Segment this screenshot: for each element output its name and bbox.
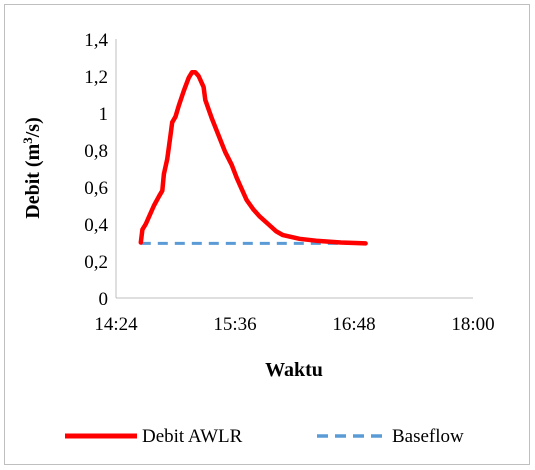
y-tick-label: 0,4 [84, 215, 108, 236]
legend-label-debit-awlr: Debit AWLR [142, 426, 243, 447]
y-tick-label: 1 [99, 104, 109, 125]
series-group [138, 70, 368, 246]
y-tick-label: 1,2 [84, 67, 108, 88]
y-tick-label: 0 [99, 289, 109, 310]
chart-svg: 0 0,2 0,4 0,6 0,8 1 1,2 1,4 14:24 15:36 16:48 18:0… [20, 30, 495, 447]
x-tick-label: 14:24 [94, 314, 138, 335]
chart-frame: 0 0,2 0,4 0,6 0,8 1 1,2 1,4 14:24 15:36 16:48 18:0… [4, 4, 530, 465]
x-tick-group: 14:24 15:36 16:48 18:00 [94, 314, 494, 335]
y-tick-label: 0,8 [84, 141, 108, 162]
y-tick-label: 0,6 [84, 178, 108, 199]
legend: Debit AWLR Baseflow [65, 426, 464, 447]
x-tick-label: 15:36 [213, 314, 256, 335]
x-tick-label: 18:00 [451, 314, 494, 335]
x-axis-title: Waktu [265, 359, 323, 381]
y-tick-label: 1,4 [84, 30, 108, 51]
series-line-debit-awlr [138, 70, 368, 246]
legend-label-baseflow: Baseflow [392, 426, 464, 447]
y-tick-label: 0,2 [84, 252, 108, 273]
x-tick-label: 16:48 [332, 314, 375, 335]
y-tick-group: 0 0,2 0,4 0,6 0,8 1 1,2 1,4 [84, 30, 108, 310]
y-axis-title: Debit (m3/s) [20, 117, 45, 218]
